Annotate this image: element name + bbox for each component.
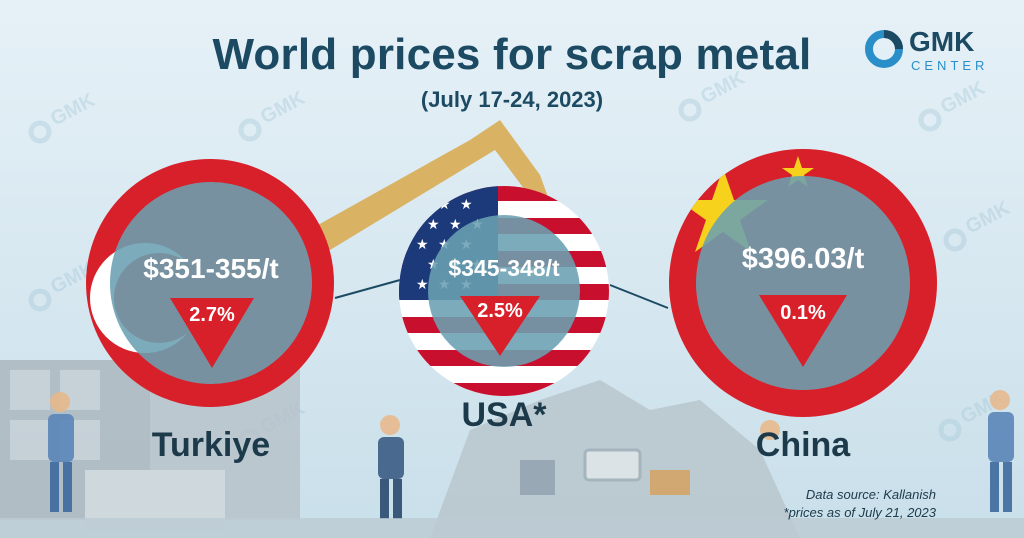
usa-label: USA* (461, 396, 547, 434)
china-label: China (755, 426, 851, 464)
data-source: Data source: Kallanish (805, 487, 936, 502)
logo-sub: CENTER (911, 58, 989, 73)
usa-price: $345-348/t (448, 255, 560, 281)
usa-change: 2.5% (477, 300, 523, 322)
page-title: World prices for scrap metal (212, 30, 812, 79)
turkiye-change: 2.7% (189, 304, 235, 326)
logo-name: GMK (909, 26, 975, 57)
turkiye-down-arrow-icon (170, 298, 254, 368)
gmk-logo: GMK CENTER (863, 24, 1003, 76)
svg-text:★: ★ (416, 277, 429, 293)
china-change: 0.1% (780, 302, 826, 324)
turkiye-price: $351-355/t (143, 253, 279, 284)
usa-down-arrow-icon (460, 296, 540, 356)
gmk-logo-icon (865, 30, 903, 68)
china-down-arrow-icon (759, 295, 847, 367)
svg-text:★: ★ (427, 217, 440, 233)
page-subtitle: (July 17-24, 2023) (420, 87, 604, 112)
turkiye-label: Turkiye (151, 426, 271, 464)
china-price: $396.03/t (741, 243, 865, 275)
svg-text:★: ★ (460, 197, 473, 213)
price-date-note: *prices as of July 21, 2023 (783, 505, 936, 520)
svg-text:★: ★ (416, 237, 429, 253)
